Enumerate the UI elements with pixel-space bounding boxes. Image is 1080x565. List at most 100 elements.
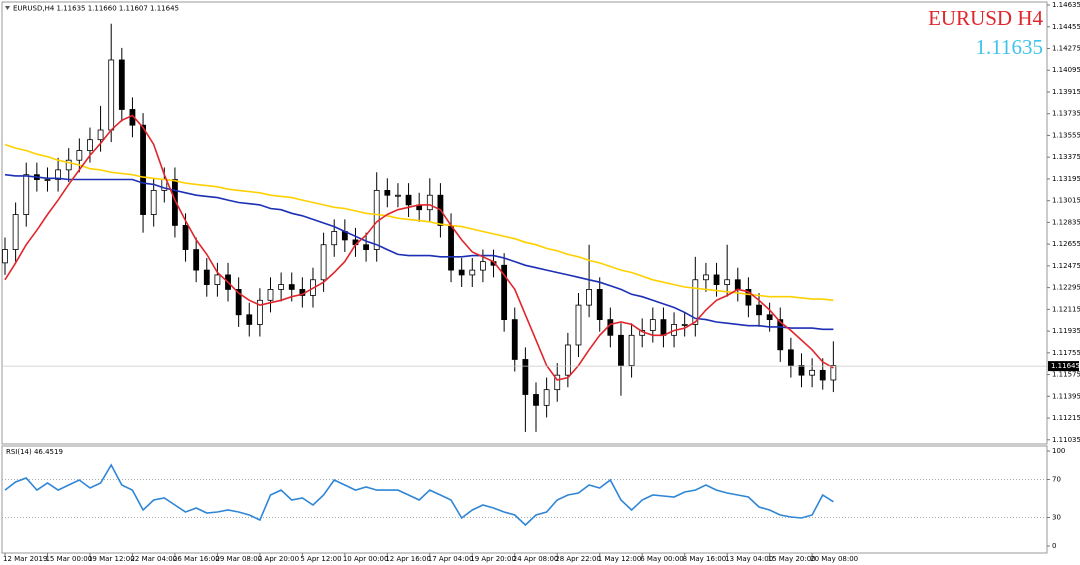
x-tick-label: 19 Mar 12:00: [88, 555, 135, 563]
candle-body: [395, 194, 401, 197]
menu-arrow: [5, 6, 10, 10]
candle-body: [44, 179, 51, 181]
y-tick-label: 1.12835: [1052, 218, 1080, 226]
candle-body: [607, 319, 614, 336]
y-tick-label: 1.14275: [1052, 44, 1080, 52]
x-tick-label: 13 May 04:00: [725, 555, 773, 563]
y-tick-label: 1.12655: [1052, 240, 1080, 248]
x-tick-label: 15 Mar 00:00: [45, 555, 92, 563]
rsi-pane: [1, 445, 1048, 554]
y-tick-label: 1.12475: [1052, 262, 1080, 270]
candle-body: [703, 274, 709, 281]
x-tick-label: 26 Mar 16:00: [173, 555, 220, 563]
y-tick-label: 1.11935: [1052, 327, 1080, 335]
y-tick-label: 1.12115: [1052, 305, 1080, 313]
candle-body: [596, 289, 603, 321]
x-tick-label: 15 May 20:00: [768, 555, 816, 563]
current-price-box: [1048, 361, 1079, 372]
y-tick-label: 1.13555: [1052, 131, 1080, 139]
candle-body: [76, 150, 83, 161]
candle-body: [692, 279, 699, 325]
y-tick-label: 1.13915: [1052, 88, 1080, 96]
candle-body: [734, 279, 741, 290]
candle-body: [554, 374, 561, 391]
candle-body: [766, 314, 773, 321]
x-tick-label: 10 Apr 00:00: [343, 555, 389, 563]
y-tick-label: 1.11215: [1052, 414, 1080, 422]
x-tick-label: 5 Apr 12:00: [300, 555, 341, 563]
candle-body: [214, 274, 221, 285]
y-tick-label: 1.13735: [1052, 110, 1080, 118]
candle-body: [182, 225, 189, 250]
candle-body: [681, 324, 688, 326]
y-tick-label: 1.14095: [1052, 66, 1080, 74]
candle-body: [140, 124, 146, 215]
candle-body: [479, 261, 486, 271]
y-tick-label: 1.14635: [1052, 1, 1080, 9]
rsi-title: RSI(14) 46.4519: [6, 448, 63, 456]
candle-body: [363, 244, 369, 250]
candle-body: [384, 189, 391, 196]
x-tick-label: 29 Mar 08:00: [215, 555, 262, 563]
candle-body: [172, 179, 178, 226]
candle-body: [118, 59, 125, 110]
x-tick-label: 22 Mar 04:00: [130, 555, 177, 563]
chart-title: EURUSD,H4 1.11635 1.11660 1.11607 1.1164…: [13, 5, 179, 13]
candle-body: [533, 394, 539, 406]
candle-body: [108, 59, 115, 131]
y-tick-label: 1.11035: [1052, 436, 1080, 444]
x-tick-label: 20 May 08:00: [810, 555, 858, 563]
candle-body: [150, 189, 157, 215]
candle-body: [65, 159, 72, 171]
candle-body: [586, 289, 592, 306]
x-tick-label: 12 Mar 2019: [3, 555, 47, 563]
y-tick-label: 1.12295: [1052, 284, 1080, 292]
candle-body: [724, 279, 731, 285]
y-tick-label: 1.13015: [1052, 197, 1080, 205]
candle-body: [97, 129, 104, 141]
candle-body: [448, 225, 454, 271]
candle-body: [522, 359, 529, 395]
candle-body: [256, 299, 263, 325]
candle-body: [2, 249, 8, 264]
candle-body: [660, 319, 667, 336]
candle-body: [618, 334, 624, 366]
y-tick-label: 30: [1052, 513, 1061, 521]
candle-body: [787, 349, 794, 366]
x-tick-label: 17 Apr 04:00: [428, 555, 474, 563]
series-line: [4, 143, 834, 302]
y-tick-label: 1.13195: [1052, 175, 1080, 183]
x-tick-label: 1 May 12:00: [598, 555, 642, 563]
candle-body: [501, 264, 508, 321]
y-tick-label: 1.11755: [1052, 349, 1080, 357]
current-price-label: 1.11645: [1051, 362, 1080, 370]
price-label: 1.11635: [976, 35, 1043, 59]
candle-body: [777, 319, 784, 351]
candle-body: [331, 231, 338, 246]
series-line: [4, 114, 834, 381]
candle-body: [745, 289, 752, 306]
candle-body: [819, 369, 826, 381]
y-tick-label: 0: [1052, 542, 1056, 550]
x-tick-label: 28 Apr 22:00: [555, 555, 601, 563]
x-tick-label: 19 Apr 20:00: [470, 555, 516, 563]
candle-body: [193, 249, 200, 271]
candle-body: [203, 269, 210, 285]
candle-body: [320, 244, 327, 281]
candle-body: [278, 284, 285, 290]
y-tick-label: 100: [1052, 447, 1065, 455]
candle-body: [458, 269, 465, 276]
y-tick-label: 1.11395: [1052, 392, 1080, 400]
candle-body: [87, 139, 93, 151]
symbol-label: EURUSD H4: [928, 6, 1043, 30]
candle-body: [235, 289, 242, 316]
series-line: [4, 463, 834, 527]
candle-body: [809, 369, 816, 376]
candle-body: [23, 174, 30, 215]
candle-body: [246, 314, 253, 325]
candle-body: [426, 194, 433, 211]
candle-body: [469, 269, 476, 276]
candle-body: [267, 289, 274, 301]
candle-body: [756, 304, 762, 316]
